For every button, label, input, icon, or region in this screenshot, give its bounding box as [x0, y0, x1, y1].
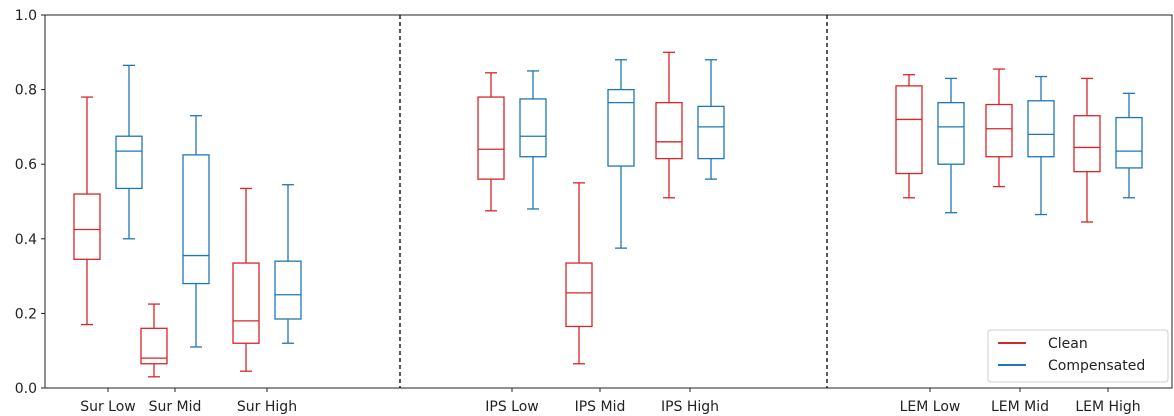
iqr-box: [607, 88, 635, 167]
x-tick-label: IPS Low: [485, 399, 538, 415]
plot-frame: [44, 14, 1173, 389]
x-tick-label: LEM Mid: [991, 399, 1049, 415]
legend: Clean Compensated: [987, 329, 1169, 383]
box-ips-high-compensated: [697, 59, 725, 180]
box-sur-low-compensated: [115, 64, 143, 240]
x-tick-label: Sur Mid: [149, 399, 202, 415]
box-lem-mid-clean: [985, 68, 1013, 188]
legend-box: [987, 329, 1169, 383]
x-tick-label: Sur Low: [80, 399, 136, 415]
iqr-box: [73, 193, 101, 260]
box-ips-high-clean: [655, 51, 683, 199]
y-tick-label: 0.0: [15, 381, 37, 397]
box-lem-low-compensated: [937, 77, 965, 214]
iqr-box: [895, 85, 923, 175]
iqr-box: [937, 102, 965, 165]
box-sur-mid-compensated: [182, 115, 210, 348]
y-tick-label: 0.4: [15, 232, 37, 248]
iqr-box: [985, 103, 1013, 158]
box-lem-low-clean: [895, 74, 923, 199]
axes: 0.0 0.2 0.4 0.6 0.8 1.0 Sur Low Sur Mid Sur High…: [15, 8, 1173, 415]
box-sur-high-clean: [232, 187, 260, 372]
iqr-box: [565, 262, 593, 328]
box-lem-mid-compensated: [1027, 75, 1055, 216]
iqr-box: [115, 135, 143, 190]
iqr-box: [182, 154, 210, 285]
box-ips-mid-clean: [565, 182, 593, 365]
y-tick-label: 1.0: [15, 8, 37, 24]
group-separators: [399, 15, 828, 388]
iqr-box: [477, 96, 505, 180]
iqr-box: [1073, 115, 1101, 173]
iqr-box: [232, 262, 260, 344]
iqr-box: [1115, 116, 1143, 169]
box-sur-high-compensated: [274, 184, 302, 344]
legend-label-compensated: Compensated: [1048, 358, 1145, 374]
box-lem-high-compensated: [1115, 92, 1143, 199]
x-tick-label: Sur High: [237, 399, 297, 415]
y-tick-label: 0.8: [15, 83, 37, 99]
iqr-box: [1027, 100, 1055, 158]
legend-label-clean: Clean: [1048, 336, 1088, 352]
box-lem-high-clean: [1073, 77, 1101, 223]
x-tick-label: LEM Low: [900, 399, 961, 415]
iqr-box: [655, 102, 683, 160]
box-ips-low-compensated: [519, 70, 547, 210]
x-tick-label: LEM High: [1075, 399, 1140, 415]
iqr-box: [274, 260, 302, 320]
iqr-box: [697, 105, 725, 160]
box-ips-mid-compensated: [607, 59, 635, 249]
y-tick-label: 0.2: [15, 306, 37, 322]
box-sur-low-clean: [73, 96, 101, 326]
y-tick-label: 0.6: [15, 157, 37, 173]
box-ips-low-clean: [477, 72, 505, 212]
x-tick-label: IPS High: [661, 399, 719, 415]
x-tick-label: IPS Mid: [575, 399, 626, 415]
iqr-box: [519, 98, 547, 158]
boxes: [73, 51, 1143, 378]
box-sur-mid-clean: [140, 303, 168, 378]
